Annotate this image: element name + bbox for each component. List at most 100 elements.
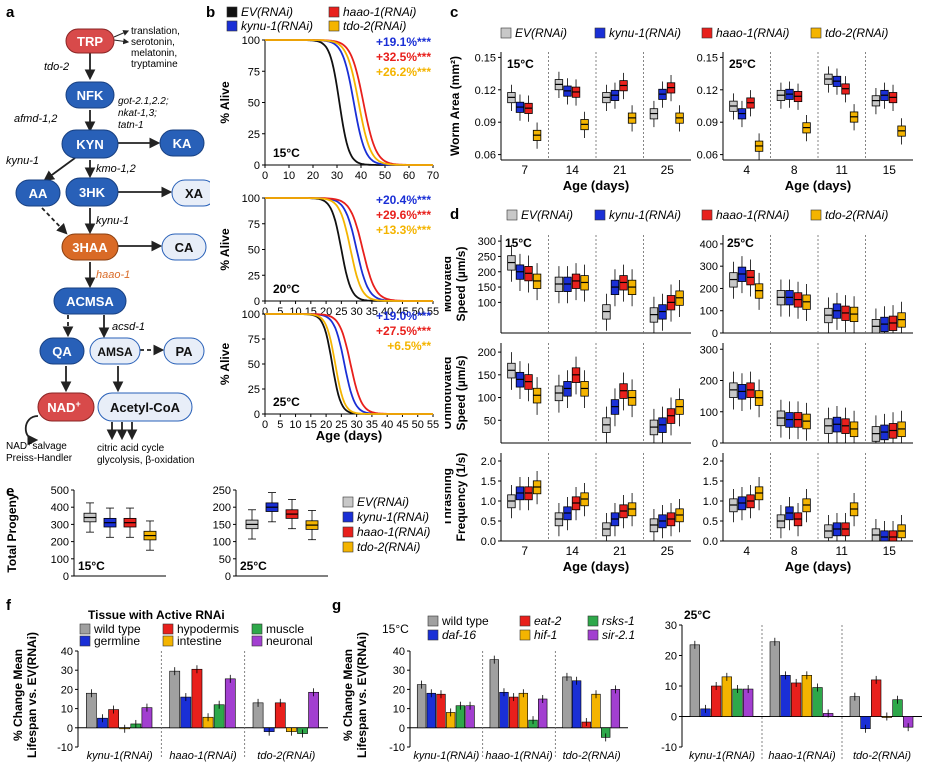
bar-mark: [812, 687, 823, 717]
y-axis-label-line2: Speed (µm/s): [454, 247, 468, 322]
y-tick-label: 0.06: [475, 150, 496, 162]
motility-panel: EV(RNAi) kynu-1(RNAi) haao-1(RNAi) tdo-2(RN…: [445, 208, 913, 574]
lifespan-change-annotation: +27.5%***: [376, 324, 431, 338]
y-tick-label: 1.5: [703, 476, 718, 488]
y-axis-label: Worm Area (mm²): [448, 56, 462, 156]
svg-text:NFK: NFK: [77, 88, 104, 103]
svg-text:citric acid cycle: citric acid cycle: [97, 443, 165, 454]
y-tick-label: 200: [478, 267, 496, 279]
legend-f-2-label: muscle: [266, 622, 304, 636]
bar-mark: [416, 684, 427, 729]
category-label: 21: [613, 163, 627, 177]
svg-text:KA: KA: [173, 136, 192, 151]
legend-g-3-swatch: [427, 629, 439, 641]
x-tick-label: 5: [277, 306, 283, 318]
y-axis-label: % Alive: [218, 228, 232, 271]
y-tick-label: 75: [248, 66, 260, 78]
legend-b-ev-swatch: [226, 6, 238, 18]
y-tick-label: 100: [242, 309, 260, 321]
category-label: tdo-2(RNAi): [257, 750, 315, 762]
svg-text:AMSA: AMSA: [97, 345, 133, 359]
y-tick-label: 100: [700, 407, 718, 419]
y-tick-label: 0: [254, 296, 260, 308]
trp-label: TRP: [77, 34, 103, 49]
x-tick-label: 35: [366, 306, 378, 318]
x-tick-label: 0: [262, 170, 268, 182]
y-tick-label: 75: [248, 334, 260, 346]
y-tick-label: 100: [478, 297, 496, 309]
legend-c-0-swatch: [500, 27, 512, 39]
legend-f-3-label: germline: [94, 634, 140, 648]
category-label: 7: [521, 544, 528, 558]
x-tick-label: 10: [283, 170, 295, 182]
acmsa-node: [53, 287, 127, 315]
progeny-plot-0: 0 100 200 300 400 500 15°C: [51, 485, 166, 583]
y-tick-label: 1.5: [481, 476, 496, 488]
temperature-label: 15°C: [382, 622, 409, 636]
y-tick-label: 2.0: [481, 456, 496, 468]
y-tick-label: -10: [389, 742, 405, 754]
bar-mark: [689, 644, 700, 717]
svg-text:tdo-2: tdo-2: [44, 61, 69, 73]
y-tick-label: 200: [700, 376, 718, 388]
category-label: 8: [791, 163, 798, 177]
bar-mark: [743, 688, 754, 717]
legend-e-2-swatch: [342, 526, 354, 538]
lifespan-change-annotation: +32.5%***: [376, 50, 431, 64]
svg-text:afmd-1,2: afmd-1,2: [14, 113, 57, 125]
y-tick-label: 20: [665, 651, 677, 663]
legend-f-1-swatch: [162, 623, 174, 635]
y-tick-label: 100: [242, 35, 260, 47]
survival-curve-tdo: [265, 197, 433, 302]
svg-text:serotonin,: serotonin,: [131, 37, 175, 48]
xa-node: [171, 179, 210, 207]
panel-letter-d: d: [450, 206, 460, 223]
legend-g-4-label: hif-1: [534, 628, 557, 642]
y-tick-label: 30: [665, 620, 677, 632]
y-axis-label-line1: % Change Mean: [341, 649, 355, 741]
y-tick-label: 300: [700, 344, 718, 356]
legend-f-5-swatch: [251, 635, 263, 647]
category-label: 11: [836, 544, 849, 558]
panel-letter-a: a: [6, 4, 15, 21]
y-axis-label-line2: Speed (µm/s): [454, 356, 468, 431]
legend-title: Tissue with Active RNAi: [88, 608, 225, 622]
bar-mark: [571, 680, 582, 729]
y-tick-label: 50: [484, 415, 496, 427]
y-tick-label: 50: [248, 245, 260, 257]
y-tick-label: 100: [478, 393, 496, 405]
y-tick-label: 0: [254, 160, 260, 172]
y-tick-label: 0: [399, 723, 405, 735]
legend-b-tdo-label: tdo-2(RNAi): [343, 19, 406, 33]
bar-mark: [610, 689, 621, 729]
legend-c-1-label: kynu-1(RNAi): [609, 26, 681, 40]
x-tick-label: 0: [262, 306, 268, 318]
legend-d-2-label: haao-1(RNAi): [716, 208, 789, 222]
x-axis-label: Age (days): [563, 559, 629, 574]
box-plot-mark: [888, 530, 898, 542]
aa-node: [15, 179, 61, 207]
category-label: 25: [661, 163, 675, 177]
bar-mark: [591, 693, 601, 729]
bar-mark: [180, 696, 192, 729]
x-tick-label: 45: [396, 419, 408, 431]
category-label: 15: [883, 163, 897, 177]
nad-node: [37, 392, 95, 422]
acetyl-coa-node: [97, 392, 193, 422]
bar-mark: [426, 692, 436, 729]
survival-curve-tdo: [265, 39, 433, 166]
box-plot-mark: [880, 530, 889, 542]
qa-node: [39, 337, 85, 365]
legend-d-1-swatch: [594, 209, 606, 221]
category-label: kynu-1(RNAi): [413, 750, 479, 762]
trp-node: [65, 28, 115, 54]
x-tick-label: 50: [412, 306, 424, 318]
legend-b-kynu-swatch: [226, 20, 238, 32]
bar-mark: [86, 692, 97, 729]
3haa-node: [61, 233, 119, 261]
bar-mark: [721, 676, 732, 717]
legend-f-3-swatch: [79, 635, 91, 647]
x-tick-label: 50: [379, 170, 391, 182]
legend-e-0-label: EV(RNAi): [357, 495, 409, 509]
